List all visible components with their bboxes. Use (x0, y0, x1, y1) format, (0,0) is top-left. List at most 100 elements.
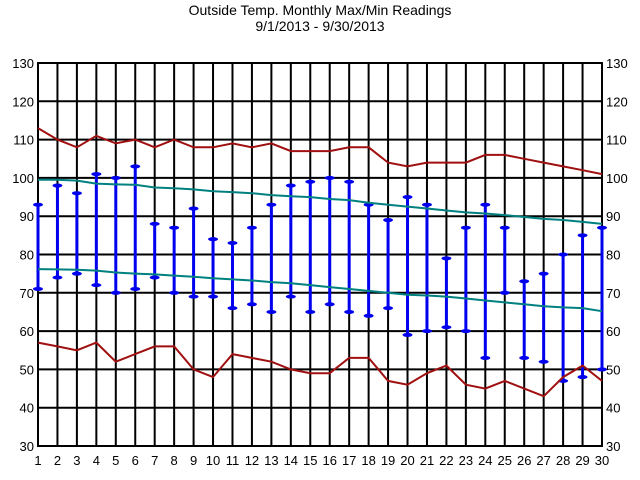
y-tick-label-right: 40 (606, 401, 620, 416)
daily-high-marker (130, 164, 141, 169)
y-tick-label-left: 40 (20, 401, 34, 416)
y-tick-label-right: 120 (606, 94, 628, 109)
daily-low-marker (208, 294, 219, 299)
daily-low-marker (305, 309, 316, 314)
x-tick-label: 27 (536, 453, 550, 468)
daily-low-marker (91, 283, 102, 288)
record-high-line (37, 127, 603, 176)
chart-title: Outside Temp. Monthly Max/Min Readings (189, 2, 452, 18)
y-tick-label-right: 110 (606, 133, 627, 148)
daily-high-marker (324, 175, 335, 180)
x-tick-label: 7 (151, 453, 158, 468)
y-tick-label-left: 90 (20, 209, 34, 224)
x-tick-label: 8 (171, 453, 178, 468)
x-tick-label: 24 (478, 453, 492, 468)
daily-low-marker (324, 302, 335, 307)
x-tick-label: 13 (264, 453, 278, 468)
y-tick-label-left: 120 (12, 94, 34, 109)
x-tick-label: 5 (112, 453, 119, 468)
daily-low-marker (363, 313, 374, 318)
daily-high-marker (91, 172, 102, 177)
daily-low-marker (402, 332, 413, 337)
x-tick-label: 28 (556, 453, 570, 468)
daily-high-marker (383, 218, 394, 223)
y-tick-label-left: 110 (13, 133, 34, 148)
x-tick-label: 26 (517, 453, 531, 468)
daily-high-marker (227, 241, 238, 246)
y-tick-label-right: 130 (606, 56, 628, 71)
x-tick-label: 10 (206, 453, 220, 468)
daily-low-marker (169, 290, 180, 295)
daily-low-marker (149, 275, 160, 280)
daily-low-marker (383, 306, 394, 311)
daily-high-marker (441, 256, 452, 261)
x-tick-label: 4 (93, 453, 100, 468)
daily-high-marker (344, 179, 355, 184)
x-tick-label: 25 (498, 453, 512, 468)
daily-low-marker (519, 355, 530, 360)
daily-high-marker (110, 175, 121, 180)
daily-high-marker (499, 225, 510, 230)
grid (37, 62, 603, 447)
chart-subtitle: 9/1/2013 - 9/30/2013 (255, 18, 384, 34)
x-tick-label: 20 (400, 453, 414, 468)
daily-low-marker (597, 367, 607, 372)
daily-high-marker (285, 183, 296, 188)
y-tick-label-right: 90 (606, 209, 620, 224)
y-tick-label-left: 30 (20, 439, 34, 454)
y-tick-label-right: 50 (606, 362, 620, 377)
x-tick-label: 18 (361, 453, 375, 468)
daily-high-marker (33, 202, 43, 207)
daily-high-marker (519, 279, 530, 284)
series-layer (33, 127, 607, 398)
x-tick-label: 6 (132, 453, 139, 468)
x-tick-label: 16 (322, 453, 336, 468)
daily-low-marker (188, 294, 199, 299)
daily-high-marker (421, 202, 432, 207)
y-tick-label-right: 70 (606, 286, 620, 301)
x-tick-label: 3 (73, 453, 80, 468)
daily-high-marker (246, 225, 257, 230)
y-tick-label-right: 80 (606, 248, 620, 263)
x-tick-label: 11 (226, 453, 240, 468)
daily-low-marker (227, 306, 238, 311)
daily-high-marker (305, 179, 316, 184)
x-tick-label: 17 (342, 453, 356, 468)
y-tick-label-right: 100 (606, 171, 628, 186)
daily-high-marker (188, 206, 199, 211)
daily-high-marker (460, 225, 471, 230)
x-tick-label: 22 (439, 453, 453, 468)
daily-low-marker (441, 325, 452, 330)
daily-low-marker (33, 286, 43, 291)
daily-high-marker (577, 233, 588, 238)
daily-low-marker (52, 275, 63, 280)
y-tick-label-right: 60 (606, 324, 620, 339)
daily-high-marker (149, 221, 160, 226)
daily-high-marker (266, 202, 277, 207)
x-tick-label: 2 (54, 453, 61, 468)
daily-high-marker (71, 191, 82, 196)
x-tick-label: 12 (245, 453, 259, 468)
daily-low-marker (538, 359, 549, 364)
daily-low-marker (285, 294, 296, 299)
x-tick-label: 15 (303, 453, 317, 468)
y-tick-label-left: 70 (20, 286, 34, 301)
y-tick-label-left: 80 (20, 248, 34, 263)
daily-low-marker (480, 355, 491, 360)
daily-low-marker (71, 271, 82, 276)
record-low-line (37, 341, 603, 398)
daily-high-marker (558, 252, 569, 257)
x-tick-label: 30 (595, 453, 609, 468)
daily-low-marker (130, 286, 141, 291)
x-tick-label: 14 (284, 453, 298, 468)
x-tick-label: 29 (575, 453, 589, 468)
daily-high-marker (597, 225, 607, 230)
daily-low-marker (421, 329, 432, 334)
daily-low-marker (577, 375, 588, 380)
daily-low-marker (246, 302, 257, 307)
daily-low-marker (460, 329, 471, 334)
x-tick-label: 21 (420, 453, 434, 468)
normal-low-line (37, 268, 603, 313)
